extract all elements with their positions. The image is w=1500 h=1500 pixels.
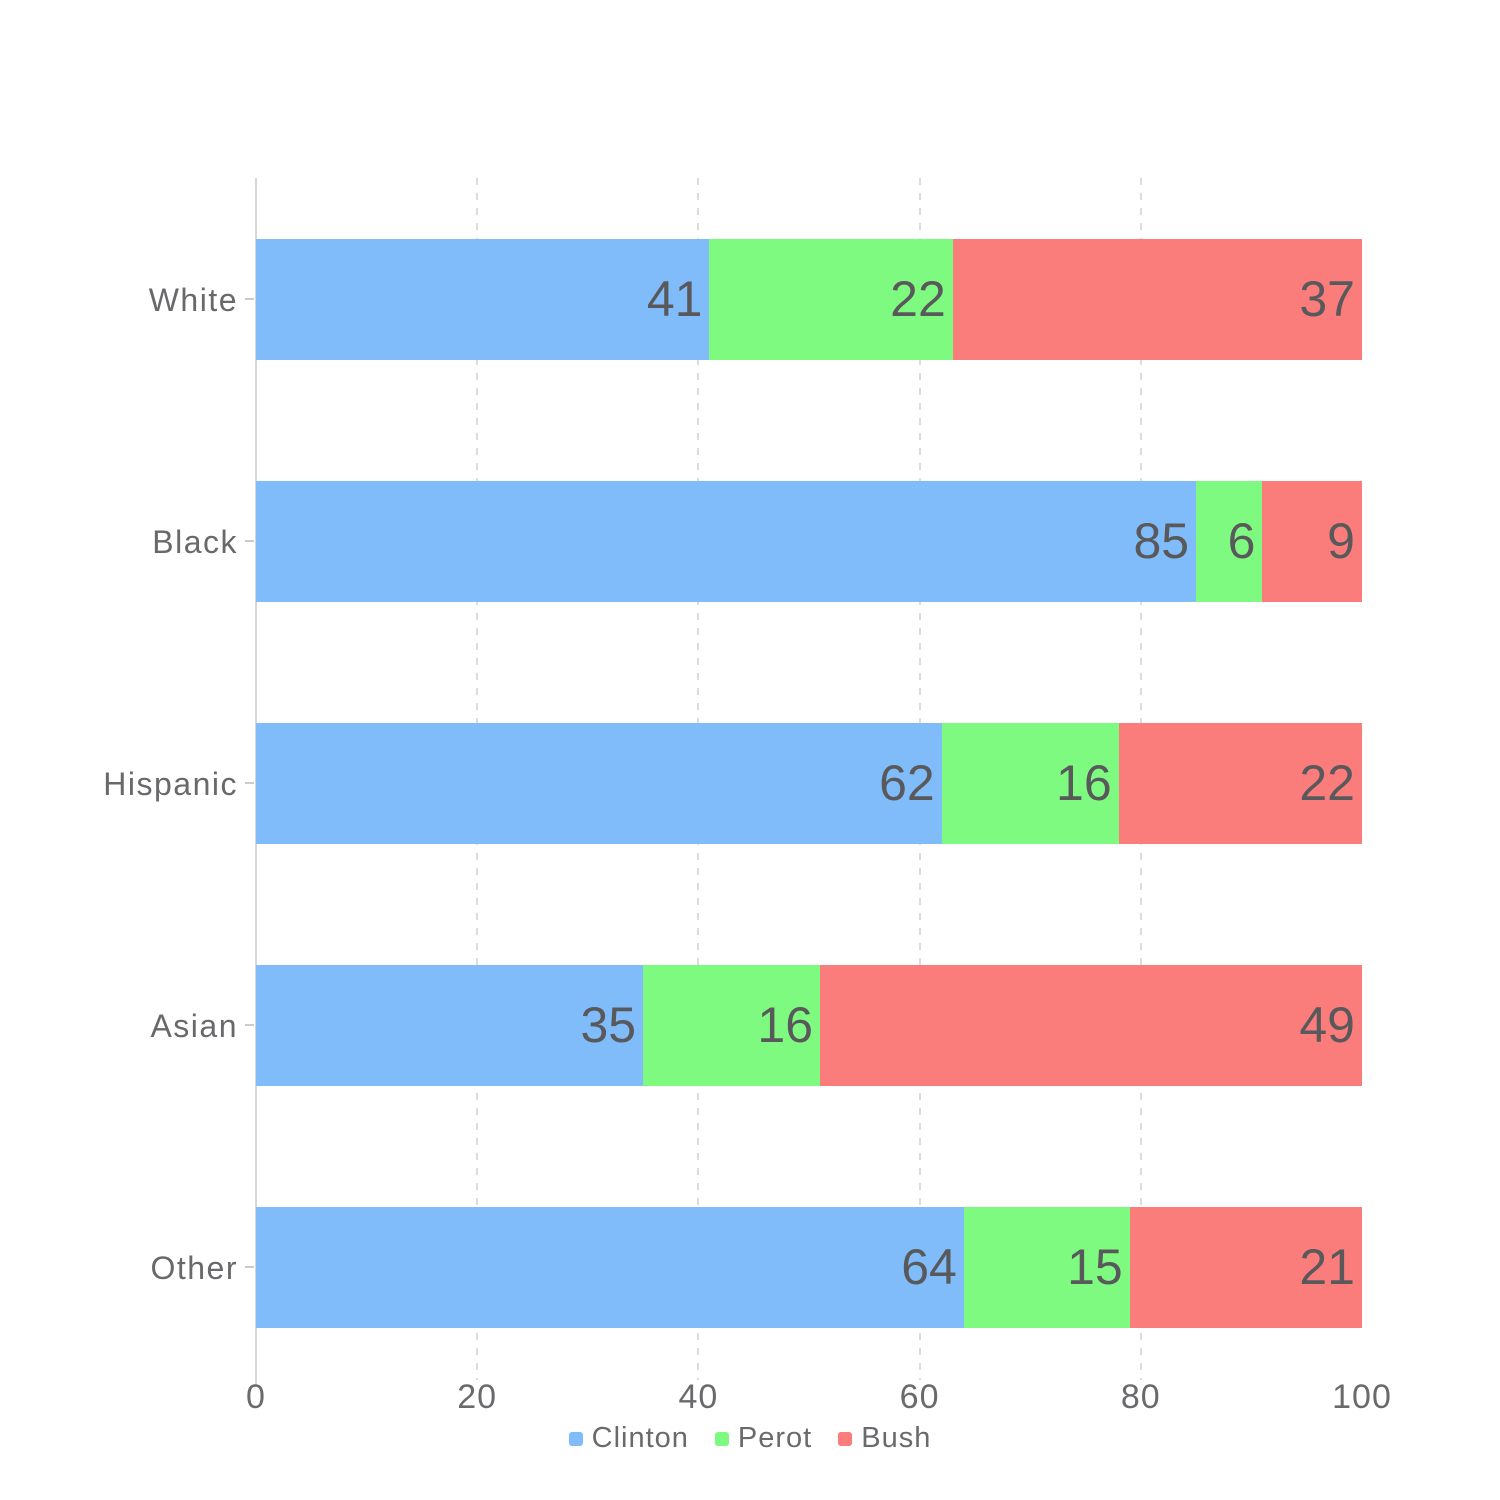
bar-segment-perot: 15 — [963, 1206, 1130, 1328]
bar-value-label: 64 — [901, 1239, 957, 1295]
bar-value-label: 15 — [1067, 1239, 1123, 1295]
category-label-other: Other — [150, 1250, 238, 1286]
category-tick — [245, 1024, 254, 1026]
legend-label: Perot — [737, 1422, 813, 1454]
legend-marker-perot — [714, 1431, 729, 1446]
bar-row-asian: 35 16 49 — [256, 964, 1362, 1086]
bar-segment-bush: 9 — [1262, 480, 1362, 602]
bar-segment-bush: 21 — [1129, 1206, 1362, 1328]
bar-segment-bush: 49 — [820, 964, 1362, 1086]
bar-value-label: 37 — [1299, 271, 1355, 327]
bar-row-other: 64 15 21 — [256, 1206, 1362, 1328]
bar-value-label: 22 — [890, 271, 946, 327]
bar-segment-perot: 22 — [709, 238, 953, 360]
category-label-asian: Asian — [150, 1008, 238, 1044]
bar-row-white: 41 22 37 — [256, 238, 1362, 360]
bar-value-label: 41 — [646, 271, 703, 327]
x-axis-tick-20: 20 — [457, 1378, 498, 1416]
category-label-white: White — [148, 282, 238, 318]
bar-value-label: 6 — [1227, 513, 1256, 569]
category-tick — [245, 782, 254, 784]
bar-value-label: 16 — [1056, 755, 1112, 811]
bar-value-label: 62 — [879, 755, 935, 811]
category-tick — [245, 540, 254, 542]
legend-item-clinton[interactable]: Clinton — [568, 1422, 689, 1454]
bar-value-label: 21 — [1299, 1239, 1355, 1295]
legend: Clinton Perot Bush — [0, 1424, 1500, 1453]
x-axis-tick-60: 60 — [899, 1378, 940, 1416]
category-tick — [245, 298, 254, 300]
legend-marker-bush — [838, 1431, 853, 1446]
bar-segment-clinton: 35 — [256, 964, 644, 1086]
legend-label: Bush — [861, 1422, 932, 1454]
x-axis-tick-40: 40 — [678, 1378, 719, 1416]
x-axis-tick-80: 80 — [1120, 1378, 1161, 1416]
legend-label: Clinton — [591, 1422, 689, 1454]
legend-marker-clinton — [568, 1431, 583, 1446]
bar-segment-clinton: 85 — [256, 480, 1197, 602]
bar-value-label: 16 — [757, 997, 814, 1053]
bar-segment-perot: 16 — [941, 722, 1119, 844]
bar-value-label: 35 — [580, 997, 637, 1053]
bar-segment-bush: 37 — [952, 238, 1362, 360]
legend-item-bush[interactable]: Bush — [838, 1424, 931, 1453]
category-label-black: Black — [152, 524, 238, 560]
x-axis-tick-0: 0 — [246, 1378, 266, 1416]
bar-segment-perot: 16 — [643, 964, 821, 1086]
bar-segment-clinton: 62 — [256, 722, 942, 844]
bar-segment-clinton: 64 — [256, 1206, 964, 1328]
bar-value-label: 22 — [1299, 755, 1355, 811]
category-tick — [245, 1266, 254, 1268]
bar-segment-perot: 6 — [1196, 480, 1263, 602]
bar-segment-bush: 22 — [1118, 722, 1362, 844]
bar-value-label: 9 — [1327, 513, 1355, 569]
bar-segment-clinton: 41 — [256, 238, 710, 360]
bar-value-label: 85 — [1133, 513, 1190, 569]
x-axis-tick-100: 100 — [1332, 1378, 1392, 1416]
bar-row-black: 85 6 9 — [256, 480, 1362, 602]
bar-row-hispanic: 62 16 22 — [256, 722, 1362, 844]
legend-item-perot[interactable]: Perot — [714, 1422, 813, 1454]
category-label-hispanic: Hispanic — [103, 766, 238, 802]
bar-value-label: 49 — [1299, 997, 1355, 1053]
